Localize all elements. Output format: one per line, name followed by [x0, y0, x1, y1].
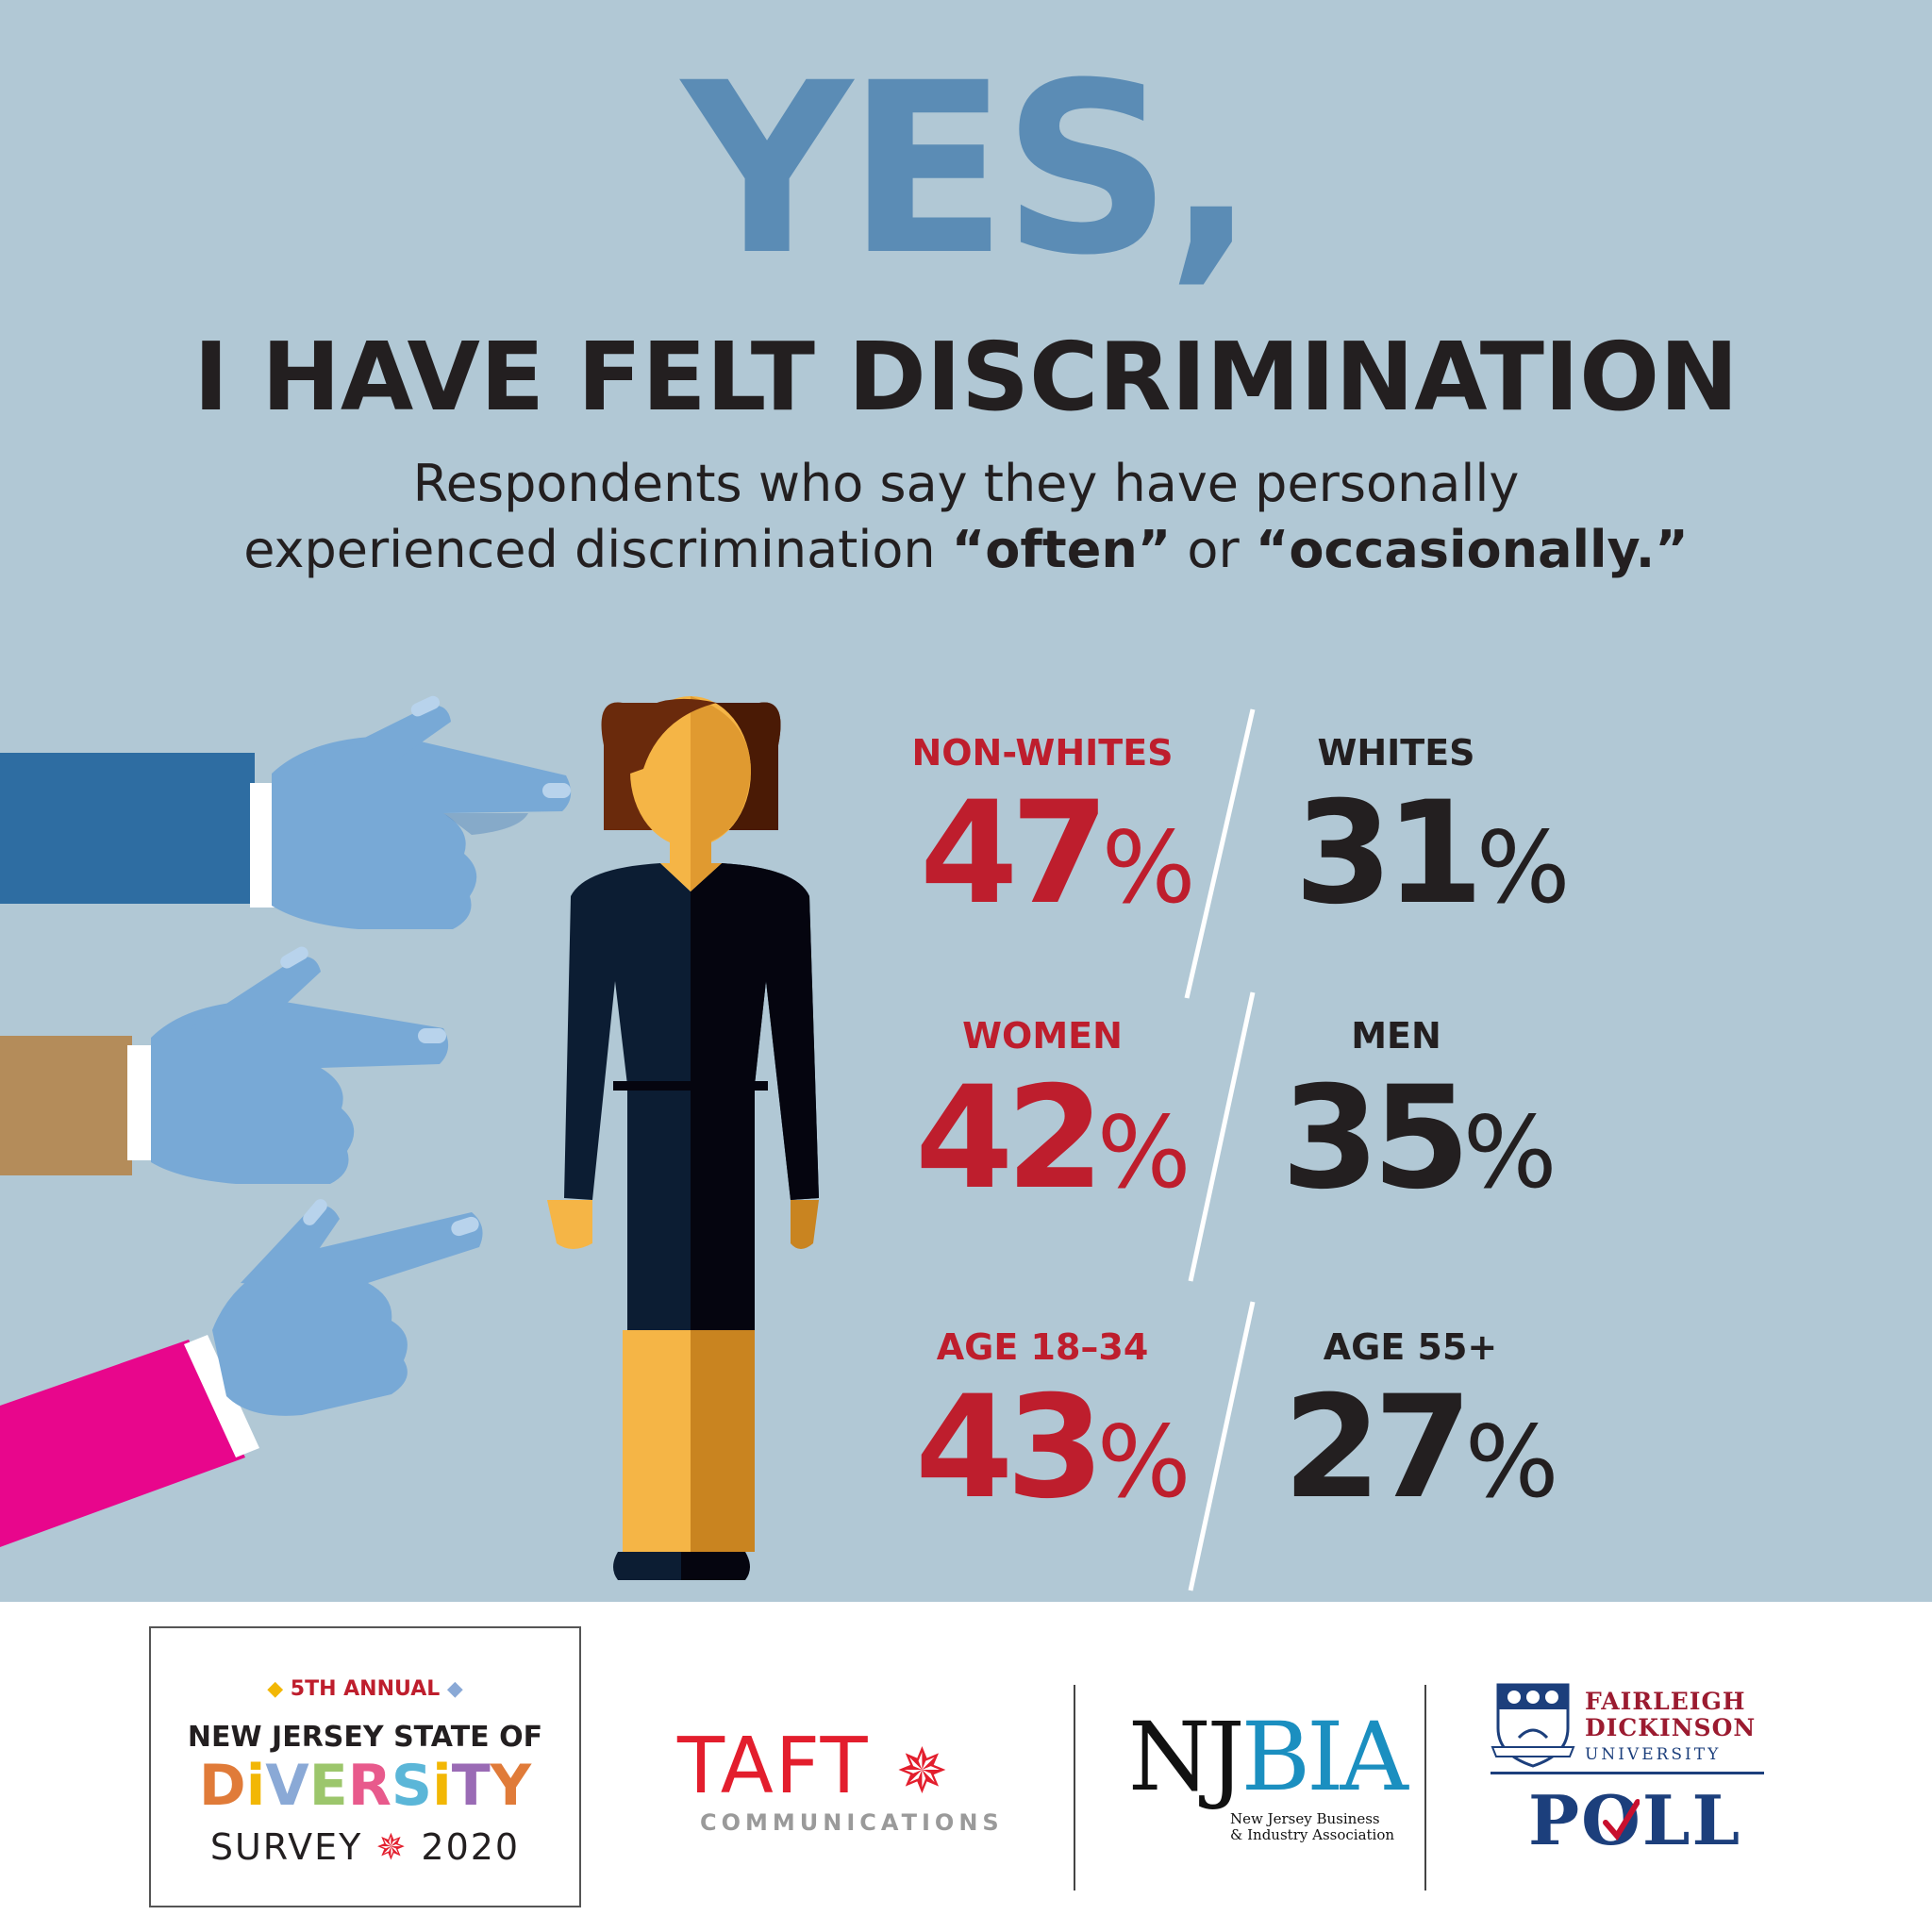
njbia-sub-line-1: New Jersey Business: [1230, 1810, 1380, 1827]
logo-divider: [1424, 1685, 1426, 1890]
stat-label-age-18-34: AGE 18–34: [936, 1326, 1149, 1368]
footer-logos: ◆ 5TH ANNUAL ◆ NEW JERSEY STATE OF DiVER…: [0, 1602, 1932, 1932]
diversity-letter: V: [265, 1753, 309, 1819]
stat-value-age-55-plus: 27%: [1283, 1368, 1559, 1542]
njbia-logo: NJBIA New Jersey Business & Industry Asso…: [1128, 1706, 1411, 1857]
fdu-poll: POLL: [1528, 1780, 1742, 1860]
taft-sub: COMMUNICATIONS: [700, 1809, 1004, 1836]
stat-value-women: 42%: [915, 1058, 1191, 1233]
njbia-word: NJBIA: [1128, 1706, 1408, 1809]
value-number: 47: [920, 772, 1109, 936]
diversity-letter: Y: [490, 1753, 532, 1819]
stat-label-women: WOMEN: [962, 1015, 1123, 1057]
diversity-letter: D: [198, 1753, 246, 1819]
taft-word: TAFT ✵: [677, 1724, 950, 1814]
survey-annual-text: 5TH ANNUAL: [290, 1677, 441, 1701]
taft-logo: TAFT ✵ COMMUNICATIONS: [672, 1724, 1030, 1838]
divider-slash-3: [1188, 1301, 1256, 1591]
taft-word-text: TAFT: [677, 1722, 870, 1811]
percent-sign: %: [1096, 1405, 1191, 1520]
pointing-hand-top-icon: [0, 695, 572, 929]
subtitle-often: “often”: [951, 520, 1172, 579]
stat-label-age-55-plus: AGE 55+: [1323, 1326, 1498, 1368]
fdu-name: FAIRLEIGH DICKINSON: [1585, 1689, 1756, 1741]
percent-sign: %: [1101, 810, 1196, 925]
percent-sign: %: [1475, 810, 1571, 925]
survey-annual: ◆ 5TH ANNUAL ◆: [151, 1677, 579, 1701]
njbia-bia: BIA: [1241, 1702, 1408, 1812]
divider-slash-2: [1188, 991, 1256, 1282]
subtitle-or: or: [1171, 520, 1256, 579]
value-number: 42: [915, 1057, 1105, 1221]
logo-divider: [1074, 1685, 1075, 1890]
subtitle-line-1: Respondents who say they have personally: [412, 454, 1520, 513]
subtitle: Respondents who say they have personally…: [0, 451, 1932, 583]
fdu-name-line-2: DICKINSON: [1585, 1714, 1757, 1741]
percent-sign: %: [1096, 1095, 1191, 1210]
diversity-letter: E: [308, 1753, 348, 1819]
stat-value-non-whites: 47%: [920, 774, 1196, 948]
survey-year-line: SURVEY ✵ 2020: [151, 1826, 579, 1868]
diversity-letter: S: [391, 1753, 433, 1819]
survey-title: NEW JERSEY STATE OF: [187, 1721, 543, 1754]
subtitle-prefix: experienced discrimination: [243, 520, 952, 579]
njbia-sub-line-2: & Industry Association: [1230, 1826, 1395, 1843]
percent-sign: %: [1462, 1095, 1557, 1210]
checkmark-icon: [1603, 1799, 1640, 1841]
infographic-panel: YES, I HAVE FELT DISCRIMINATION Responde…: [0, 0, 1932, 1602]
stat-label-whites: WHITES: [1317, 732, 1475, 774]
divider-slash-1: [1184, 708, 1256, 999]
value-number: 35: [1281, 1057, 1471, 1221]
stat-value-men: 35%: [1281, 1058, 1557, 1233]
fdu-name-line-1: FAIRLEIGH: [1585, 1688, 1746, 1715]
star-icon: ✵: [375, 1826, 408, 1868]
percent-sign: %: [1464, 1405, 1559, 1520]
fdu-rule: [1491, 1772, 1764, 1774]
headline: I HAVE FELT DISCRIMINATION: [193, 322, 1739, 432]
pointing-hand-bottom-icon: [0, 1199, 483, 1547]
stat-value-whites: 31%: [1294, 774, 1571, 948]
pointing-hand-middle-icon: [0, 946, 449, 1184]
diamond-icon: ◆: [440, 1677, 463, 1701]
value-number: 27: [1283, 1366, 1473, 1530]
diversity-letter: T: [451, 1753, 491, 1819]
stat-label-non-whites: NON-WHITES: [911, 732, 1174, 774]
fdu-crest-icon: [1491, 1683, 1575, 1768]
njbia-nj: NJ: [1128, 1702, 1245, 1812]
yes-title: YES,: [681, 32, 1257, 307]
survey-word: SURVEY: [209, 1826, 363, 1868]
diversity-survey-logo: ◆ 5TH ANNUAL ◆ NEW JERSEY STATE OF DiVER…: [149, 1626, 581, 1907]
diversity-letter: R: [347, 1753, 391, 1819]
value-number: 31: [1294, 772, 1484, 936]
diamond-icon: ◆: [267, 1677, 291, 1701]
diversity-word: DiVERSiTY: [151, 1755, 579, 1817]
stat-label-men: MEN: [1351, 1015, 1441, 1057]
fdu-university: UNIVERSITY: [1585, 1745, 1722, 1764]
stat-value-age-18-34: 43%: [915, 1368, 1191, 1542]
star-icon: ✵: [895, 1735, 951, 1807]
illustration: [0, 695, 1256, 1591]
njbia-sub: New Jersey Business & Industry Associatio…: [1230, 1811, 1394, 1843]
survey-year: 2020: [421, 1826, 521, 1868]
diversity-letter: i: [432, 1753, 452, 1819]
value-number: 43: [915, 1366, 1105, 1530]
subtitle-line-2: experienced discrimination “often” or “o…: [0, 517, 1932, 583]
diversity-letter: i: [245, 1753, 266, 1819]
fdu-poll-logo: FAIRLEIGH DICKINSON UNIVERSITY POLL: [1491, 1677, 1764, 1866]
woman-figure-icon: [547, 696, 819, 1580]
subtitle-occasionally: “occasionally.”: [1255, 520, 1689, 579]
